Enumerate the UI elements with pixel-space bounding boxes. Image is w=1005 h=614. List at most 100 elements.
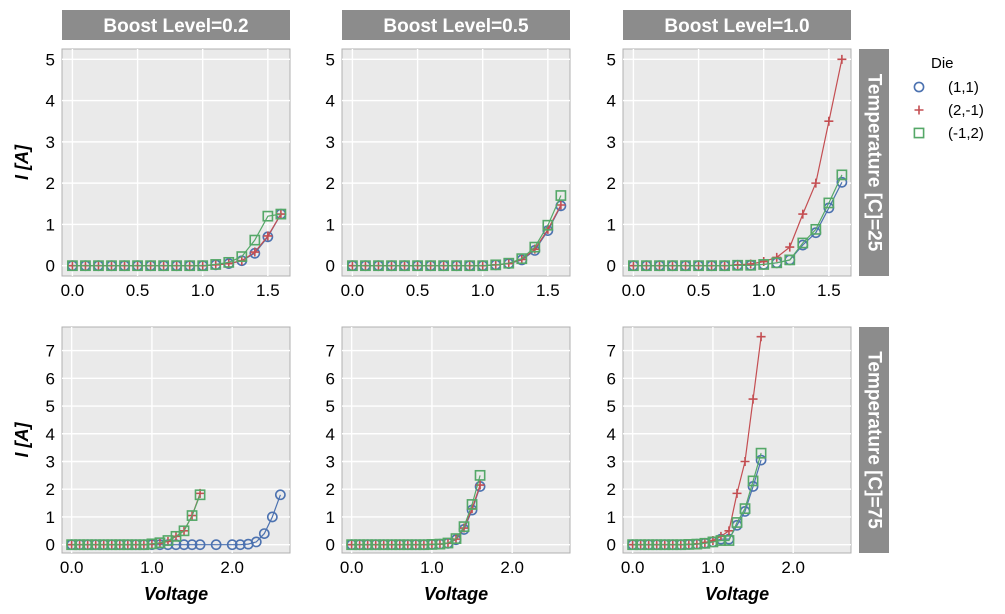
legend-label: (-1,2) xyxy=(948,125,984,142)
x-tick-label: 1.0 xyxy=(191,281,215,300)
data-point xyxy=(184,260,196,272)
data-point xyxy=(236,251,248,263)
x-tick-label: 0.0 xyxy=(341,281,365,300)
plot-area xyxy=(622,48,852,277)
data-point xyxy=(370,539,382,551)
data-point xyxy=(250,536,262,548)
data-point xyxy=(458,521,470,533)
y-tick-label: 2 xyxy=(326,174,335,193)
data-point xyxy=(724,526,734,536)
data-point xyxy=(223,256,235,268)
data-point xyxy=(250,247,260,257)
x-tick-label: 1.5 xyxy=(536,281,560,300)
data-point xyxy=(114,539,126,551)
x-tick-label: 0.5 xyxy=(126,281,150,300)
data-point xyxy=(740,456,750,466)
y-tick-label: 5 xyxy=(326,397,335,416)
data-point xyxy=(249,234,261,246)
data-point xyxy=(178,525,190,537)
data-point xyxy=(798,209,808,219)
data-point xyxy=(386,260,397,272)
legend-marker xyxy=(913,81,925,93)
y-tick-label: 5 xyxy=(607,50,616,69)
data-point xyxy=(178,539,190,551)
legend: Die (1,1) (2,-1) (-1,2) xyxy=(913,55,984,142)
y-tick-label: 1 xyxy=(607,508,616,527)
data-point xyxy=(412,260,423,272)
data-point xyxy=(373,260,384,272)
x-tick-label: 1.0 xyxy=(752,281,776,300)
data-point xyxy=(210,539,222,551)
x-tick-label: 0.0 xyxy=(622,281,646,300)
data-point xyxy=(675,539,687,551)
y-tick-label: 3 xyxy=(607,452,616,471)
y-tick-label: 4 xyxy=(46,92,55,111)
x-axis-label: Voltage xyxy=(144,584,208,604)
legend-item: (2,-1) xyxy=(914,102,984,119)
data-point xyxy=(693,260,704,272)
data-point xyxy=(119,260,130,272)
data-point xyxy=(516,253,528,265)
data-point xyxy=(425,260,436,272)
data-point xyxy=(732,259,744,271)
data-point xyxy=(706,260,717,272)
y-tick-label: 0 xyxy=(607,536,616,555)
data-point xyxy=(258,528,270,539)
data-point xyxy=(739,503,751,515)
x-tick-label: 0.0 xyxy=(340,558,364,577)
plot-area xyxy=(61,48,291,277)
y-tick-label: 3 xyxy=(326,452,335,471)
x-tick-label: 0.5 xyxy=(687,281,711,300)
data-point xyxy=(719,260,731,272)
data-point xyxy=(66,539,78,551)
data-point xyxy=(426,539,438,550)
y-tick-label: 5 xyxy=(607,397,616,416)
data-point xyxy=(234,539,246,551)
data-point xyxy=(362,539,374,551)
data-point xyxy=(732,488,742,498)
data-point xyxy=(67,260,78,272)
legend-item: (1,1) xyxy=(913,79,979,96)
column-strip-1: Boost Level=0.2 xyxy=(62,10,290,40)
y-tick-label: 1 xyxy=(607,215,616,234)
y-tick-label: 7 xyxy=(46,342,55,361)
x-tick-label: 0.0 xyxy=(621,558,645,577)
legend-title: Die xyxy=(931,55,954,72)
data-point xyxy=(130,539,142,551)
data-point xyxy=(745,259,757,271)
plot-area xyxy=(341,326,571,554)
data-point xyxy=(106,260,117,272)
x-tick-label: 1.0 xyxy=(701,558,725,577)
column-strip-3: Boost Level=1.0 xyxy=(623,10,851,40)
data-point xyxy=(154,537,166,549)
y-tick-label: 0 xyxy=(46,536,55,555)
row-strip-1: Temperature [C]=25 xyxy=(859,49,889,276)
data-point xyxy=(680,260,691,272)
data-point xyxy=(186,539,198,551)
data-point xyxy=(106,539,118,551)
data-point xyxy=(529,241,541,253)
data-point xyxy=(138,539,150,551)
x-tick-label: 0.0 xyxy=(61,281,85,300)
data-point xyxy=(194,489,206,501)
data-point xyxy=(274,489,286,501)
y-tick-label: 0 xyxy=(46,257,55,276)
data-point xyxy=(378,539,390,551)
data-point xyxy=(158,260,170,272)
data-point xyxy=(755,447,767,459)
y-tick-label: 2 xyxy=(46,480,55,499)
data-point xyxy=(360,260,371,272)
y-tick-label: 5 xyxy=(46,50,55,69)
data-point xyxy=(466,499,478,510)
series-2 xyxy=(627,447,767,551)
data-point xyxy=(386,539,398,551)
data-point xyxy=(82,539,94,551)
x-tick-label: 0.0 xyxy=(60,558,84,577)
data-point xyxy=(490,259,502,271)
y-axis-label: I [A] xyxy=(12,422,32,458)
data-point xyxy=(477,260,489,272)
x-tick-label: 1.0 xyxy=(471,281,495,300)
legend-label: (1,1) xyxy=(948,79,979,96)
y-tick-label: 0 xyxy=(607,257,616,276)
legend-marker xyxy=(913,127,925,139)
